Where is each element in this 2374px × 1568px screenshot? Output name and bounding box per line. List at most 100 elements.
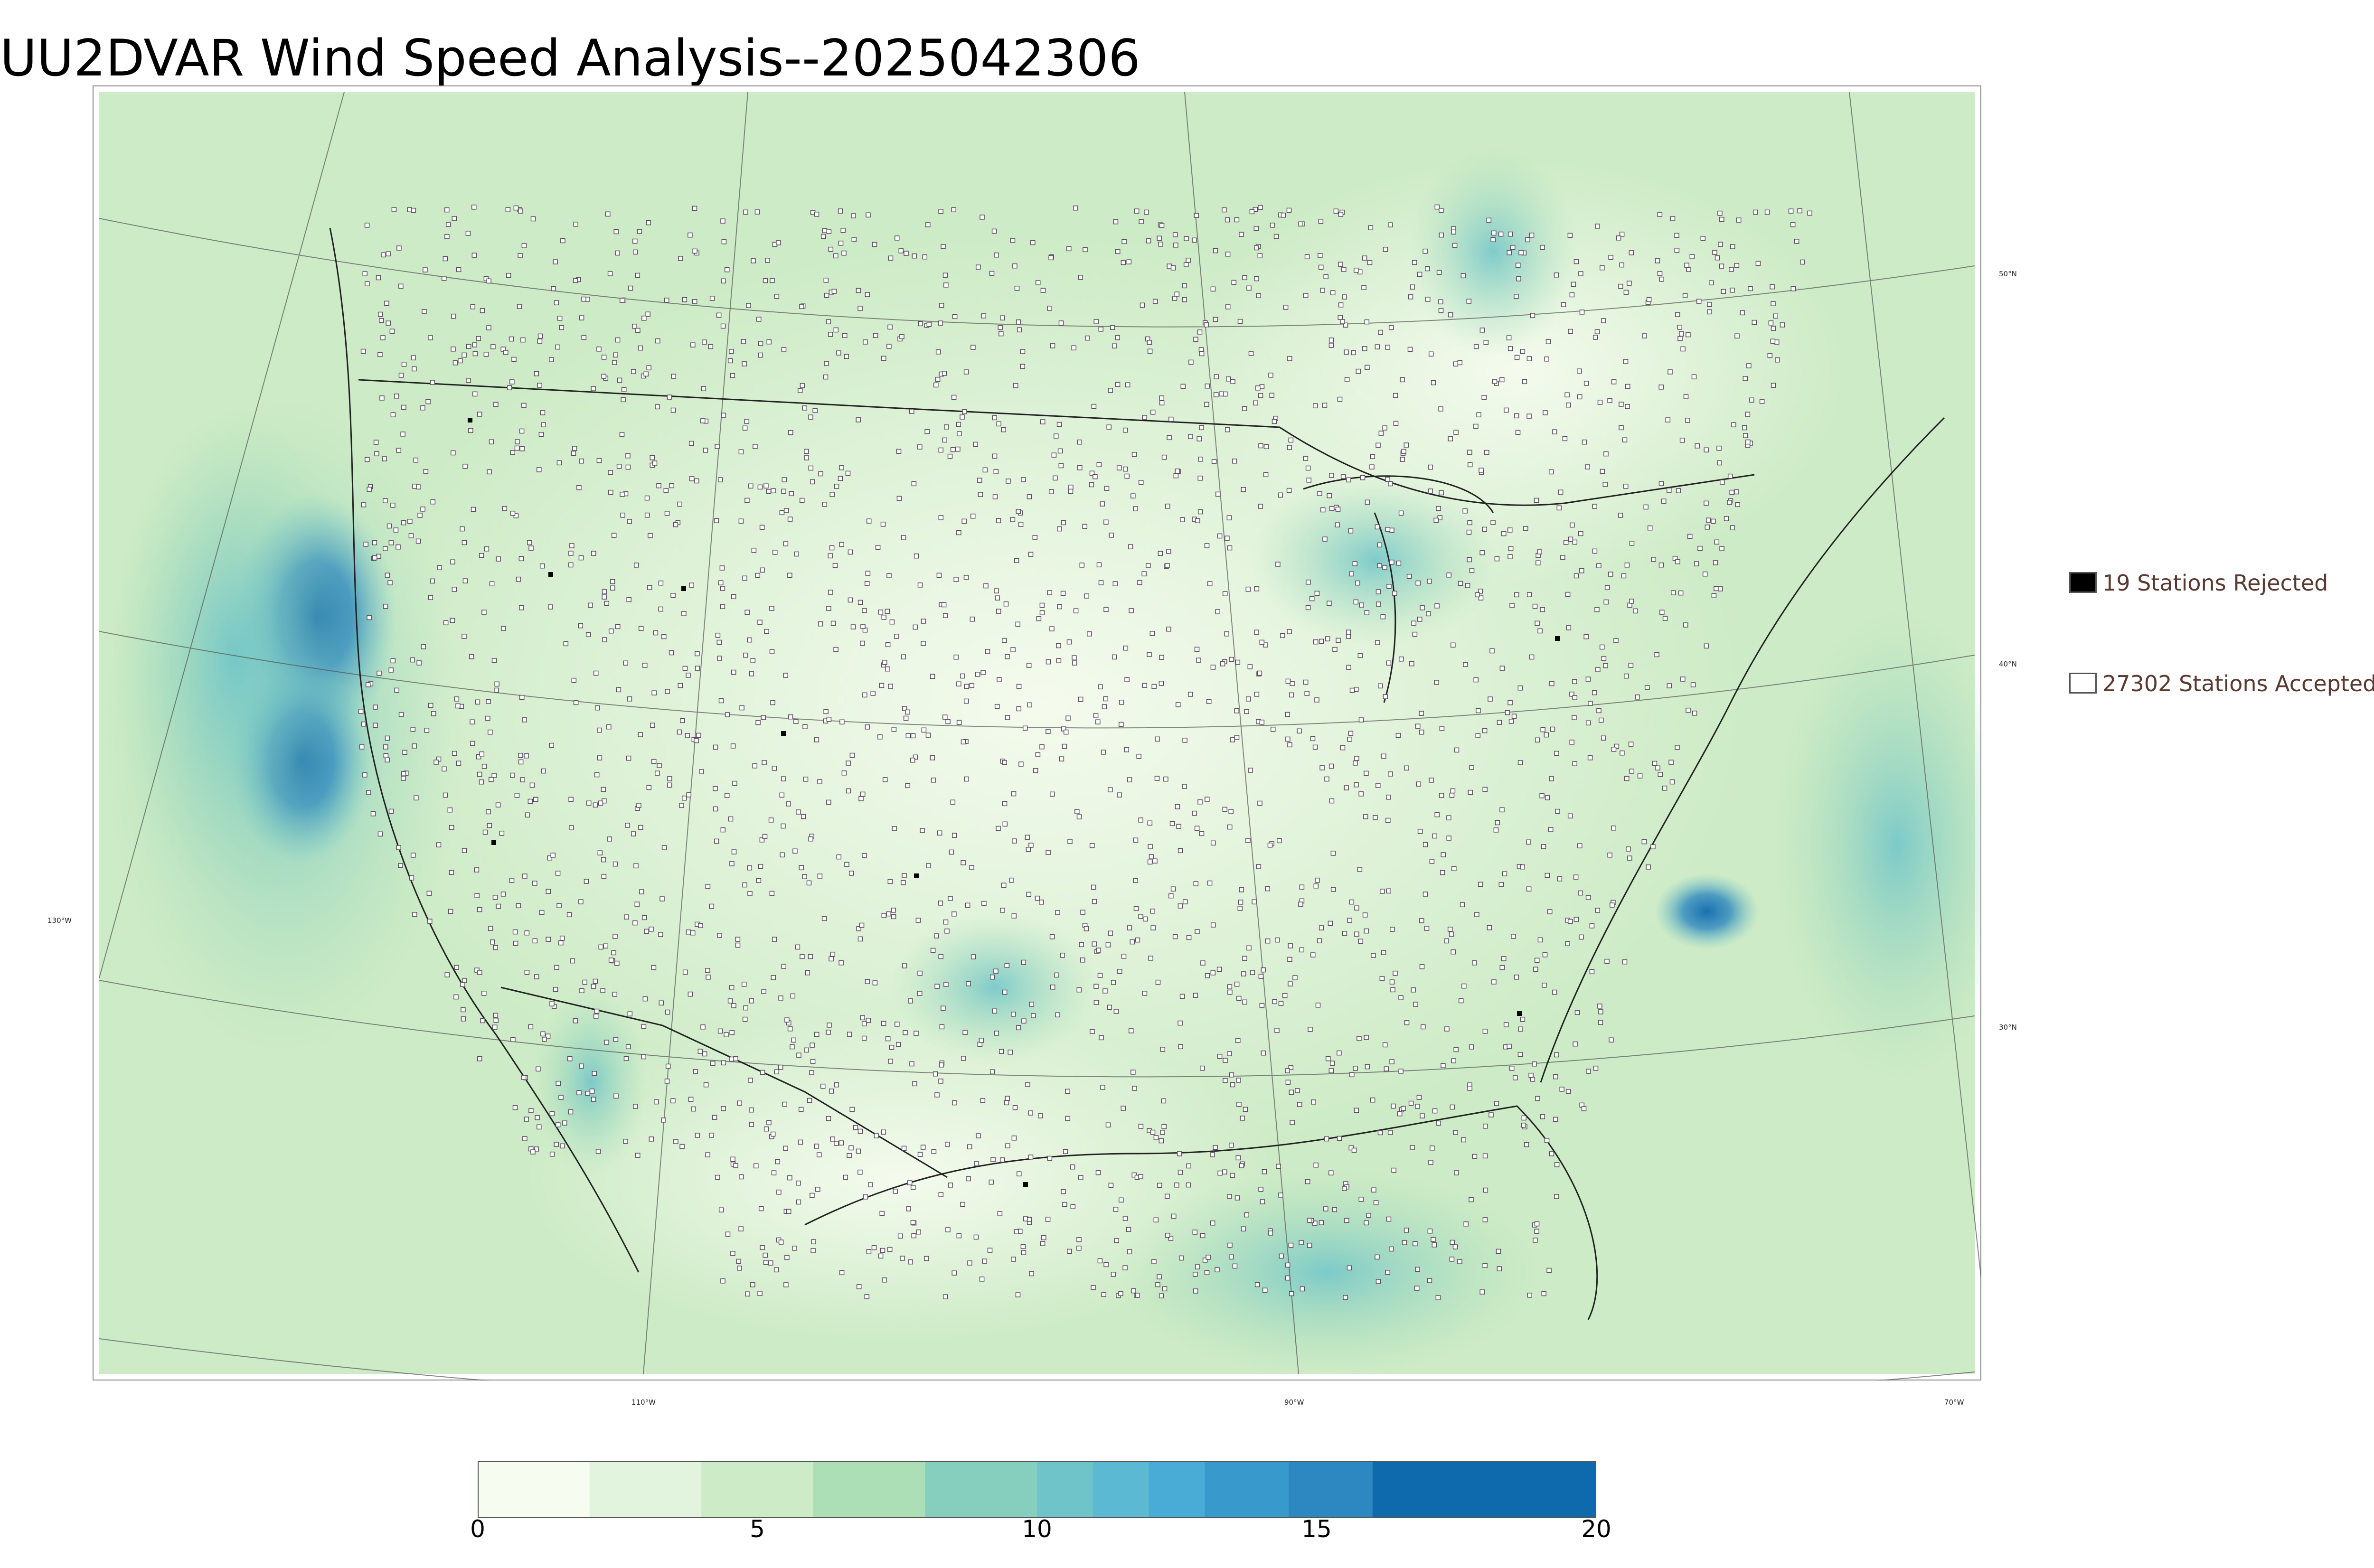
accepted-station-marker	[1093, 713, 1099, 718]
accepted-station-marker	[386, 251, 391, 256]
accepted-station-marker	[1223, 1078, 1228, 1083]
accepted-station-marker	[1012, 1105, 1018, 1110]
accepted-station-marker	[678, 683, 683, 688]
accepted-station-marker	[436, 756, 442, 762]
accepted-station-marker	[714, 518, 719, 523]
accepted-station-marker	[1404, 442, 1409, 448]
accepted-station-marker	[1103, 1262, 1109, 1268]
accepted-station-marker	[518, 752, 523, 758]
accepted-station-marker	[1103, 519, 1109, 525]
accepted-station-marker	[1084, 593, 1090, 599]
accepted-station-marker	[528, 545, 534, 551]
accepted-station-marker	[1244, 709, 1249, 714]
accepted-station-marker	[1270, 223, 1275, 228]
accepted-station-marker	[1254, 586, 1260, 592]
accepted-station-marker	[415, 538, 421, 544]
accepted-station-marker	[374, 451, 379, 457]
accepted-station-marker	[938, 515, 944, 520]
accepted-station-marker	[585, 1090, 590, 1096]
accepted-station-marker	[1408, 1100, 1414, 1106]
accepted-station-marker	[1254, 245, 1259, 251]
accepted-station-marker	[1225, 427, 1230, 432]
accepted-station-marker	[1342, 1186, 1347, 1191]
accepted-station-marker	[1376, 601, 1381, 607]
accepted-station-marker	[1375, 442, 1381, 448]
accepted-station-marker	[1623, 290, 1629, 295]
accepted-station-marker	[1497, 1266, 1502, 1271]
accepted-station-marker	[1734, 489, 1739, 495]
accepted-station-marker	[695, 651, 700, 657]
accepted-station-marker	[1227, 1194, 1232, 1199]
accepted-station-marker	[444, 972, 450, 977]
accepted-station-marker	[831, 289, 837, 294]
accepted-station-marker	[1337, 396, 1343, 402]
accepted-station-marker	[917, 970, 923, 976]
accepted-station-marker	[1029, 1002, 1034, 1007]
accepted-station-marker	[771, 488, 776, 494]
accepted-station-marker	[493, 402, 499, 407]
accepted-station-marker	[1242, 999, 1247, 1005]
accepted-station-marker	[1522, 379, 1527, 385]
accepted-station-marker	[420, 405, 425, 411]
accepted-station-marker	[1237, 319, 1243, 324]
accepted-station-marker	[1026, 892, 1032, 897]
accepted-station-marker	[1215, 491, 1221, 497]
accepted-station-marker	[1178, 1044, 1183, 1050]
accepted-station-marker	[1108, 930, 1113, 936]
accepted-station-marker	[1138, 914, 1143, 919]
accepted-station-marker	[961, 739, 966, 745]
accepted-station-marker	[725, 1231, 731, 1237]
accepted-station-marker	[1554, 751, 1559, 756]
accepted-station-marker	[652, 460, 658, 466]
accepted-station-marker	[365, 281, 370, 287]
accepted-station-marker	[1330, 290, 1336, 295]
accepted-station-marker	[1488, 1112, 1494, 1117]
accepted-station-marker	[409, 875, 415, 881]
accepted-station-marker	[898, 248, 904, 254]
accepted-station-marker	[823, 277, 829, 283]
accepted-station-marker	[1015, 621, 1021, 627]
accepted-station-marker	[1005, 715, 1010, 720]
accepted-station-marker	[547, 855, 553, 861]
accepted-station-marker	[787, 1026, 793, 1032]
accepted-station-marker	[956, 530, 961, 535]
accepted-station-marker	[1565, 1089, 1571, 1094]
accepted-station-marker	[1204, 322, 1209, 328]
accepted-station-marker	[967, 1260, 972, 1266]
accepted-station-marker	[1518, 250, 1524, 255]
accepted-station-marker	[758, 864, 763, 869]
accepted-station-marker	[607, 836, 612, 842]
accepted-station-marker	[717, 477, 723, 482]
accepted-station-marker	[1073, 205, 1078, 211]
accepted-station-marker	[1308, 1027, 1313, 1032]
accepted-station-marker	[1322, 536, 1328, 542]
accepted-station-marker	[646, 785, 652, 790]
accepted-station-marker	[942, 613, 948, 618]
accepted-station-marker	[1608, 254, 1613, 260]
accepted-station-marker	[900, 1256, 905, 1261]
accepted-station-marker	[1535, 1096, 1540, 1101]
accepted-station-marker	[865, 724, 870, 730]
accepted-station-marker	[909, 1061, 914, 1067]
accepted-station-marker	[997, 677, 1002, 682]
accepted-station-marker	[1709, 280, 1714, 286]
accepted-station-marker	[1517, 685, 1523, 691]
accepted-station-marker	[1259, 639, 1265, 645]
accepted-station-marker	[839, 465, 844, 470]
accepted-station-marker	[1501, 531, 1507, 536]
accepted-station-marker	[881, 1021, 886, 1026]
accepted-station-marker	[853, 1125, 858, 1130]
accepted-station-marker	[810, 1192, 815, 1198]
accepted-station-marker	[1410, 284, 1415, 290]
accepted-station-marker	[1155, 979, 1161, 985]
accepted-station-marker	[729, 348, 734, 354]
accepted-station-marker	[1434, 204, 1440, 210]
accepted-station-marker	[370, 811, 376, 817]
accepted-station-marker	[1514, 975, 1519, 980]
accepted-station-marker	[650, 723, 655, 728]
accepted-station-marker	[1610, 902, 1615, 908]
accepted-station-marker	[868, 1182, 873, 1188]
accepted-station-marker	[763, 1260, 769, 1265]
accepted-station-marker	[1304, 254, 1310, 260]
accepted-station-marker	[1122, 1265, 1128, 1270]
